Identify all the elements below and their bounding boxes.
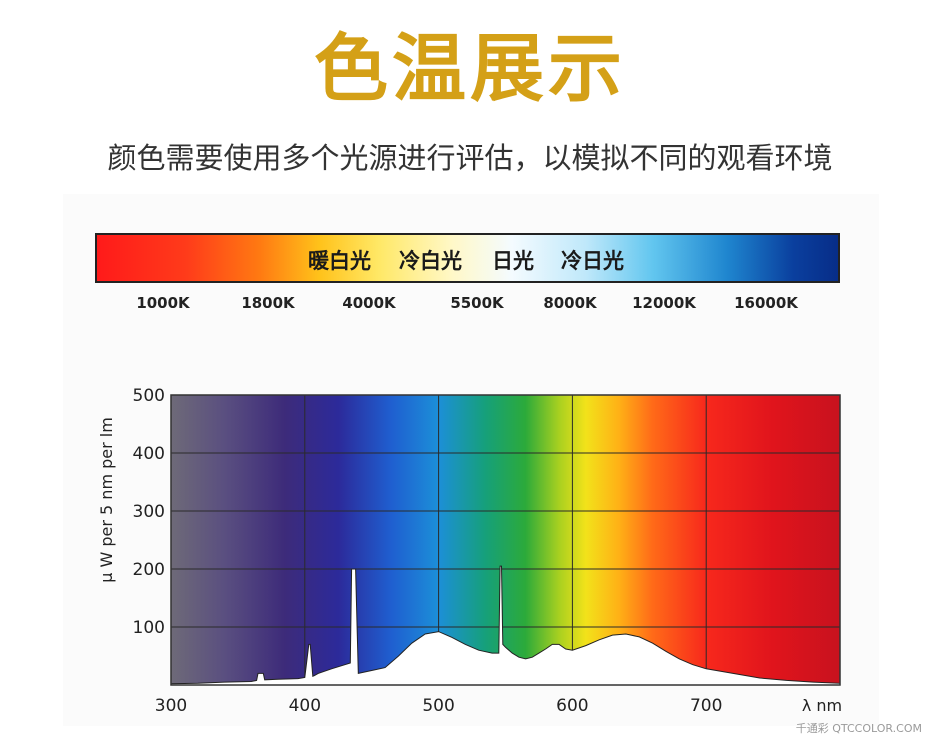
kelvin-tick: 8000K [543,294,597,312]
daylight-label: 日光 [492,249,534,273]
cool-white-label: 冷白光 [399,249,462,273]
y-tick-label: 500 [133,386,165,406]
x-tick-label: 400 [289,696,321,716]
kelvin-tick: 12000K [632,294,696,312]
x-tick-label: 500 [422,696,454,716]
cool-daylight-label: 冷日光 [561,249,624,273]
kelvin-tick: 4000K [342,294,396,312]
y-axis-label: μ W per 5 nm per lm [97,417,116,583]
watermark: 千通彩 QTCCOLOR.COM [795,722,922,735]
spectral-power-area [170,565,841,686]
y-tick-label: 400 [133,444,165,464]
kelvin-tick: 5500K [450,294,504,312]
page-subtitle: 颜色需要使用多个光源进行评估，以模拟不同的观看环境 [107,141,833,175]
color-temperature-bar: 暖白光 冷白光 日光 冷日光 [95,233,840,283]
warm-white-label: 暖白光 [308,249,371,273]
kelvin-tick: 1800K [241,294,295,312]
y-tick-label: 200 [133,560,165,580]
spectrum-background [171,395,840,685]
page-title: 色温展示 [314,26,626,112]
x-axis-label: λ nm [802,696,842,715]
x-tick-label: 700 [690,696,722,716]
kelvin-tick: 16000K [734,294,798,312]
plot-frame [170,394,841,686]
x-tick-label: 600 [556,696,588,716]
y-tick-label: 100 [133,618,165,638]
y-tick-label: 300 [133,502,165,522]
x-tick-label: 300 [155,696,187,716]
kelvin-tick: 1000K [136,294,190,312]
